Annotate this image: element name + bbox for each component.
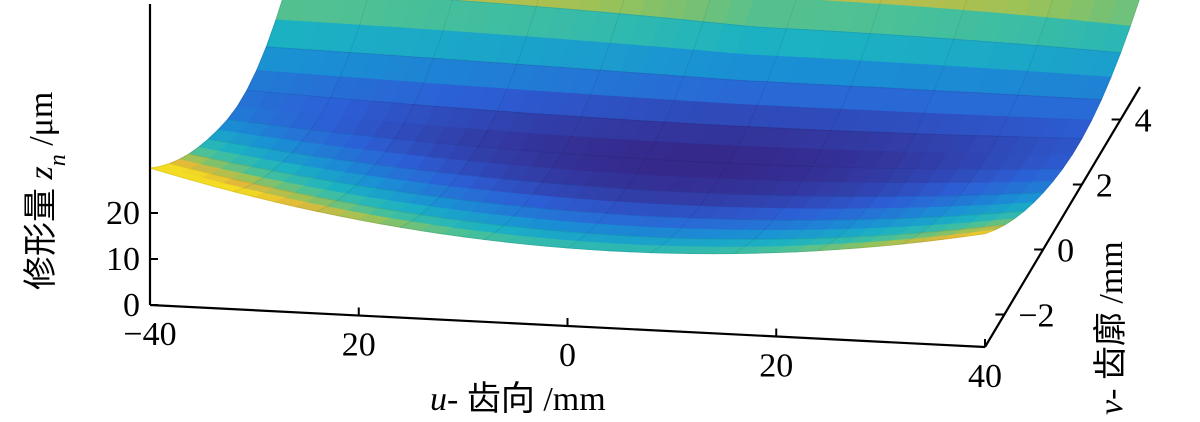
mesh-line-u xyxy=(316,0,454,212)
x-tick-label: 20 xyxy=(342,327,376,364)
mesh-line-v xyxy=(188,153,1024,221)
mesh-line-v xyxy=(169,163,1005,240)
y-tick-label: 2 xyxy=(1096,168,1113,205)
mesh-line-u xyxy=(901,0,1054,245)
x-tick-label: 40 xyxy=(968,358,1002,395)
mesh-line-u xyxy=(149,0,283,169)
x-axis-label-text: - 齿向 /mm xyxy=(447,380,606,418)
y-tick-label: 4 xyxy=(1135,103,1152,140)
z-tick-label: 20 xyxy=(106,195,140,232)
x-tick-label: −40 xyxy=(123,316,176,353)
y-tick-label: 0 xyxy=(1057,233,1074,270)
mesh-line-u xyxy=(650,0,797,254)
mesh-line-v xyxy=(149,167,986,255)
x-axis-title: u- 齿向 /mm xyxy=(430,380,606,418)
mesh-line-u xyxy=(817,0,968,252)
mesh-line-v xyxy=(266,46,1102,101)
y-axis-label-text: - 齿廓 /mm xyxy=(1092,241,1130,400)
z-axis-unit: /μm xyxy=(23,92,60,155)
mesh-line-u xyxy=(734,0,882,255)
mesh-line-u xyxy=(483,0,625,240)
mesh-line-v xyxy=(208,138,1044,198)
mesh-line-v xyxy=(227,119,1063,170)
x-axis-var: u xyxy=(430,381,447,418)
z-tick-label: 0 xyxy=(123,287,140,324)
z-axis-label-text: 修形量 xyxy=(22,180,60,291)
mesh-line-u xyxy=(984,0,1140,235)
y-axis-title: v- 齿廓 /mm xyxy=(1092,241,1130,415)
x-tick-label: 20 xyxy=(759,348,793,385)
mesh-line-u xyxy=(233,0,368,193)
mesh-line-v xyxy=(246,89,1082,139)
mesh-line-v xyxy=(444,0,1121,54)
z-axis-title: 修形量 zn /μm xyxy=(22,92,71,290)
surface-patch xyxy=(963,229,995,237)
z-axis-sub: n xyxy=(45,154,71,166)
mesh-line-u xyxy=(400,0,539,228)
z-tick-label: 10 xyxy=(106,241,140,278)
x-tick-label: 0 xyxy=(559,337,576,374)
surface-layer xyxy=(149,0,1140,255)
z-axis-var: z xyxy=(23,166,60,180)
mesh-grid xyxy=(149,0,1140,255)
y-tick-label: −2 xyxy=(1018,298,1054,335)
mesh-line-u xyxy=(567,0,711,249)
y-axis-var: v xyxy=(1093,399,1130,415)
y-axis-line xyxy=(984,86,1141,348)
